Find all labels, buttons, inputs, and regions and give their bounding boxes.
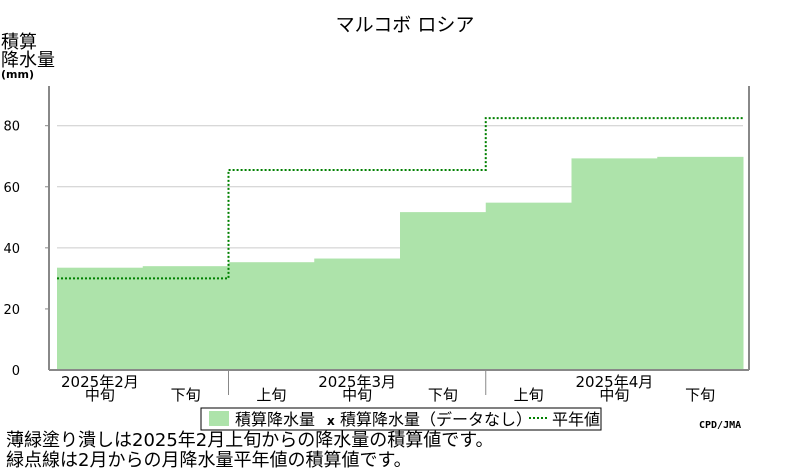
legend-label-normal: 平年値 <box>552 410 600 429</box>
legend-label-no-data: 積算降水量（データなし） <box>340 410 532 429</box>
y-tick-labels: 0 20 40 60 80 <box>3 120 20 379</box>
y-axis-label-unit: (mm) <box>1 68 34 81</box>
x-tick-label: 上旬 <box>256 386 286 404</box>
month-label: 2025年4月 <box>576 373 654 391</box>
x-tick-label: 下旬 <box>428 386 458 404</box>
month-label: 2025年3月 <box>318 373 396 391</box>
y-tick-label: 80 <box>3 120 20 135</box>
precipitation-bar <box>400 212 487 370</box>
y-axis-label-line-2: 降水量 <box>1 50 55 71</box>
x-tick-label: 中旬 <box>85 386 115 404</box>
precipitation-bar <box>571 158 658 370</box>
x-tick-label: 中旬 <box>342 386 372 404</box>
precipitation-bar <box>228 262 315 370</box>
legend-swatch-precipitation <box>209 411 229 426</box>
y-tick-label: 60 <box>3 181 20 196</box>
footnote-2: 緑点線は2月からの月降水量平年値の積算値です。 <box>6 450 412 471</box>
footnote-1: 薄緑塗り潰しは2025年2月上旬からの降水量の積算値です。 <box>6 430 494 451</box>
chart-title: マルコボ ロシア <box>336 14 475 36</box>
x-tick-label: 中旬 <box>599 386 629 404</box>
precipitation-area <box>57 156 744 370</box>
credit-label: CPD/JMA <box>699 420 742 431</box>
precipitation-bar <box>57 267 144 370</box>
y-tick-label: 20 <box>3 303 20 318</box>
y-axis-label-line-1: 積算 <box>1 32 37 53</box>
precipitation-bar <box>314 258 401 370</box>
axes <box>45 86 750 395</box>
y-tick-label: 40 <box>3 242 20 257</box>
precipitation-bar <box>657 156 744 370</box>
x-tick-label: 上旬 <box>514 386 544 404</box>
x-tick-label: 下旬 <box>171 386 201 404</box>
legend-box <box>200 407 602 431</box>
legend-label-precipitation: 積算降水量 <box>235 410 315 429</box>
legend: 積算降水量 x 積算降水量（データなし） 平年値 <box>200 407 602 431</box>
y-tick-label: 0 <box>12 364 20 379</box>
precipitation-bar <box>485 202 572 370</box>
precipitation-bar <box>142 266 229 370</box>
month-label: 2025年2月 <box>61 373 139 391</box>
x-tick-label: 下旬 <box>685 386 715 404</box>
legend-marker-x: x <box>327 414 335 428</box>
